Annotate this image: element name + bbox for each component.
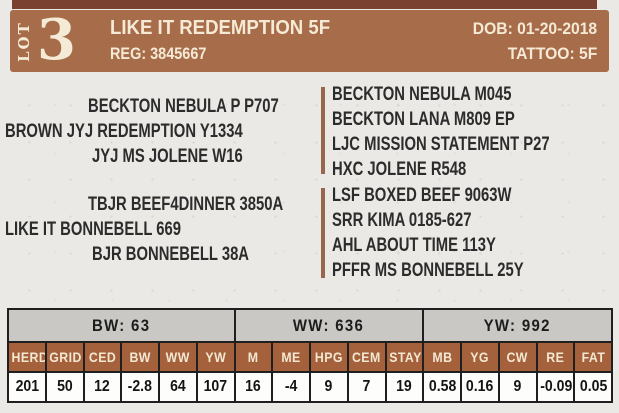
col-header: MB [422, 341, 462, 373]
weight-group-yw: YW: 992 [422, 308, 613, 343]
epd-value: -0.09 [535, 371, 576, 403]
lot-number: 3 [37, 7, 76, 73]
pedigree-divider-bar [321, 87, 325, 174]
col-header: ME [271, 341, 311, 373]
col-header: BW [120, 341, 160, 373]
epd-value: 19 [384, 371, 425, 403]
epd-value: 0.58 [422, 371, 462, 403]
pedigree-divider-bar [321, 188, 325, 278]
pedigree-name: BECKTON NEBULA P P707 [88, 96, 279, 117]
pedigree-name: LJC MISSION STATEMENT P27 [332, 134, 550, 155]
pedigree-name: HXC JOLENE R548 [332, 159, 467, 180]
epd-value: 50 [44, 371, 85, 403]
epd-value: 7 [346, 371, 387, 403]
col-header: WW [158, 341, 198, 373]
col-header: M [233, 341, 274, 373]
col-header: FAT [573, 341, 613, 373]
col-header: HERD [7, 341, 47, 373]
epd-value: 64 [158, 371, 198, 403]
epd-value: 16 [233, 371, 274, 403]
tattoo-value: TATTOO: 5F [507, 44, 597, 63]
epd-value: 201 [7, 371, 47, 403]
epd-value: -4 [271, 371, 311, 403]
col-header: GRID [44, 341, 85, 373]
epd-value-row: 201 50 12 -2.8 64 107 16 -4 9 7 19 0.58 … [7, 371, 613, 403]
pedigree-name: PFFR MS BONNEBELL 25Y [332, 260, 524, 281]
weight-group-bw: BW: 63 [7, 308, 236, 343]
pedigree-name: BROWN JYJ REDEMPTION Y1334 [5, 121, 243, 142]
epd-value: 0.05 [573, 371, 613, 403]
pedigree-name: BECKTON NEBULA M045 [332, 84, 512, 105]
epd-group-row: BW: 63 WW: 636 YW: 992 [7, 308, 613, 343]
col-header: STAY [384, 341, 425, 373]
lot-label: LOT [15, 21, 33, 63]
lot-header: LOT 3 LIKE IT REDEMPTION 5F REG: 3845667… [10, 7, 609, 73]
pedigree-name: BJR BONNEBELL 38A [92, 244, 250, 265]
pedigree-name: SRR KIMA 0185-627 [332, 210, 472, 231]
top-accent-bar [12, 0, 597, 9]
pedigree-name: AHL ABOUT TIME 113Y [332, 235, 496, 256]
pedigree-name: TBJR BEEF4DINNER 3850A [88, 194, 284, 215]
pedigree-name: BECKTON LANA M809 EP [332, 109, 515, 130]
col-header: HPG [309, 341, 349, 373]
pedigree-name: LIKE IT BONNEBELL 669 [5, 219, 181, 240]
epd-value: -2.8 [120, 371, 160, 403]
pedigree-name: JYJ MS JOLENE W16 [92, 146, 243, 167]
epd-value: 107 [195, 371, 236, 403]
col-header: CW [497, 341, 538, 373]
epd-table: BW: 63 WW: 636 YW: 992 HERD GRID CED BW … [7, 308, 613, 403]
epd-value: 9 [309, 371, 349, 403]
epd-header-row: HERD GRID CED BW WW YW M ME HPG CEM STAY… [7, 341, 613, 373]
epd-value: 0.16 [460, 371, 500, 403]
dob-value: DOB: 01-20-2018 [472, 19, 597, 38]
pedigree-name: LSF BOXED BEEF 9063W [332, 185, 512, 206]
col-header: YG [460, 341, 500, 373]
epd-value: 12 [82, 371, 123, 403]
epd-value: 9 [497, 371, 538, 403]
registration-number: REG: 3845667 [110, 44, 207, 63]
col-header: RE [535, 341, 576, 373]
animal-title: LIKE IT REDEMPTION 5F [110, 17, 331, 39]
col-header: CED [82, 341, 123, 373]
col-header: CEM [346, 341, 387, 373]
weight-group-ww: WW: 636 [233, 308, 425, 343]
col-header: YW [195, 341, 236, 373]
